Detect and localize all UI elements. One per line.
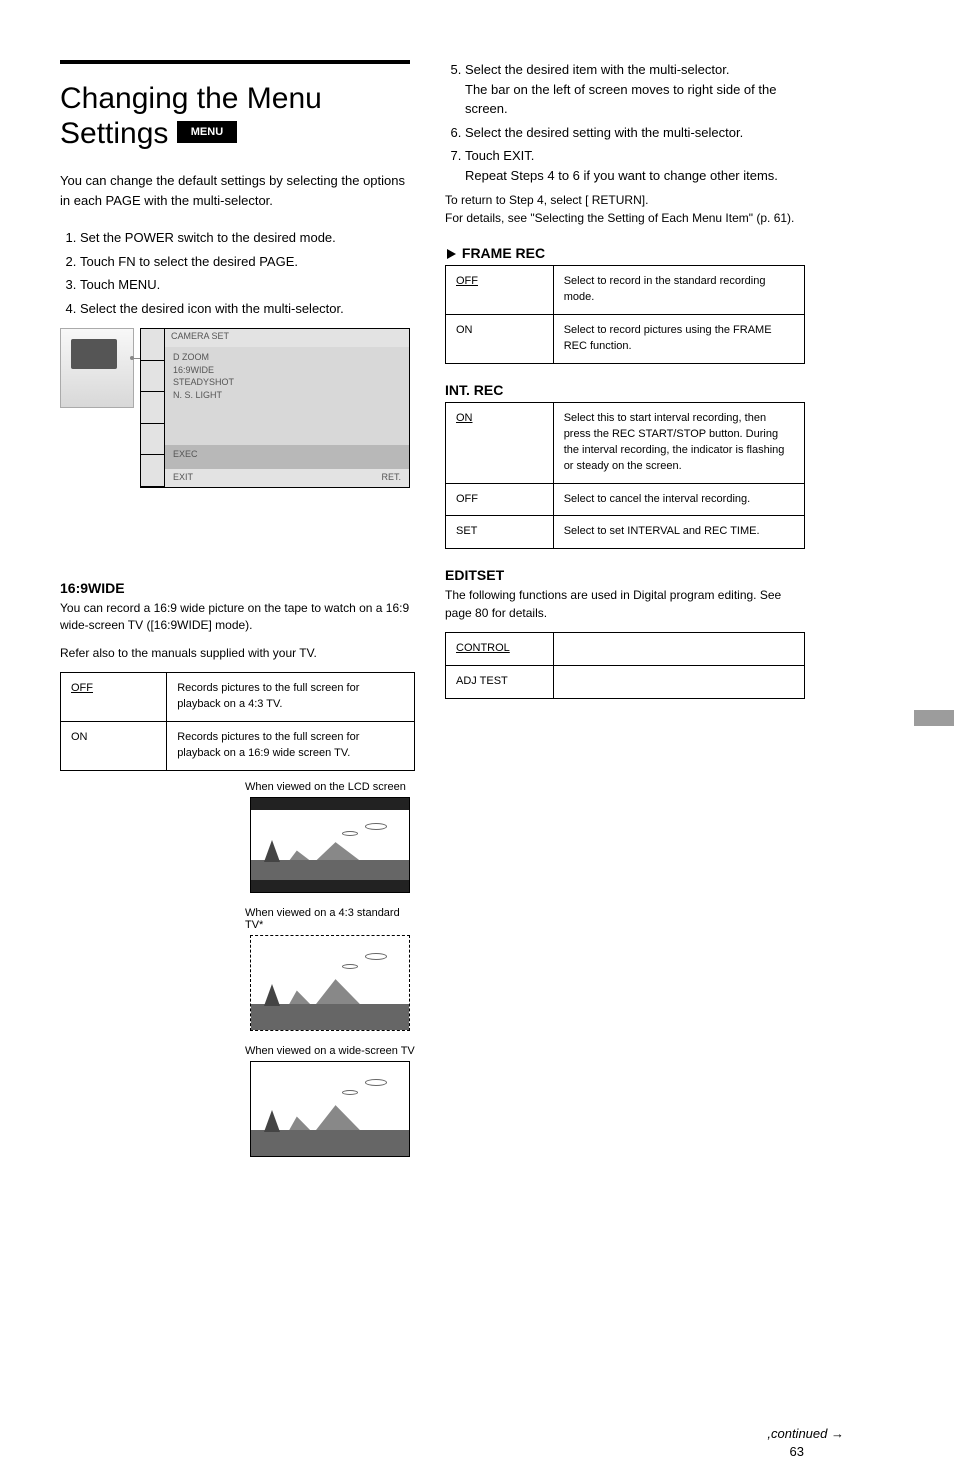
menu-item-1: 16:9WIDE bbox=[173, 364, 401, 377]
edit-set-heading: EDITSET bbox=[445, 567, 805, 583]
fr-row0-r: Select to record in the standard recordi… bbox=[553, 266, 804, 315]
frame-rec-table: OFF Select to record in the standard rec… bbox=[445, 265, 805, 364]
es-row1-r bbox=[553, 666, 804, 699]
continued-text: ,continued bbox=[767, 1426, 827, 1441]
setup-steps: Set the POWER switch to the desired mode… bbox=[60, 228, 410, 318]
step-3: Touch MENU. bbox=[80, 275, 410, 295]
sixteen-nine-heading: 16:9WIDE bbox=[60, 580, 415, 596]
int-rec-table: ON Select this to start interval recordi… bbox=[445, 402, 805, 550]
es-row1-l: ADJ TEST bbox=[446, 666, 554, 699]
fr-row0-l: OFF bbox=[456, 275, 478, 287]
169-row0-r: Records pictures to the full screen for … bbox=[167, 673, 415, 722]
169-row0-l: OFF bbox=[71, 682, 93, 694]
page-number: 63 bbox=[790, 1444, 804, 1459]
menu-label: MENU bbox=[177, 121, 237, 144]
frame-rec-heading: FRAME REC bbox=[445, 245, 805, 261]
ir-row0-r: Select this to start interval recording,… bbox=[553, 402, 804, 483]
edit-set-sub: The following functions are used in Digi… bbox=[445, 587, 805, 622]
tv-lcd-frame bbox=[250, 797, 410, 893]
menu-item-3: N. S. LIGHT bbox=[173, 389, 401, 402]
ir-row1-r: Select to cancel the interval recording. bbox=[553, 483, 804, 516]
menu-footer-left: EXIT bbox=[173, 472, 193, 482]
tv-wide-frame bbox=[250, 1061, 410, 1157]
edit-set-table: CONTROL ADJ TEST bbox=[445, 632, 805, 699]
step-6: Select the desired setting with the mult… bbox=[465, 123, 805, 143]
menu-item-2: STEADYSHOT bbox=[173, 376, 401, 389]
tv-cap-wide: When viewed on a wide-screen TV bbox=[245, 1045, 415, 1057]
arrow-right-icon: → bbox=[831, 1426, 844, 1441]
es-row0-l: CONTROL bbox=[456, 642, 510, 654]
frame-rec-heading-text: FRAME REC bbox=[462, 245, 545, 261]
step-5: Select the desired item with the multi-s… bbox=[465, 60, 805, 119]
fr-row1-l: ON bbox=[446, 314, 554, 363]
continued-label: ,continued → bbox=[767, 1426, 844, 1441]
menu-item-0: D ZOOM bbox=[173, 351, 401, 364]
details-note: For details, see "Selecting the Setting … bbox=[445, 211, 805, 225]
menu-screen: CAMERA SET D ZOOM 16:9WIDE STEADYSHOT N.… bbox=[140, 328, 410, 488]
step-4: Select the desired icon with the multi-s… bbox=[80, 299, 410, 319]
intro-text: You can change the default settings by s… bbox=[60, 171, 410, 210]
ir-row0-l: ON bbox=[456, 412, 473, 424]
step-2: Touch FN to select the desired PAGE. bbox=[80, 252, 410, 272]
step-7-text: Touch EXIT. bbox=[465, 148, 534, 163]
setup-steps-cont: Select the desired item with the multi-s… bbox=[445, 60, 805, 185]
return-note: To return to Step 4, select [ RETURN]. bbox=[445, 193, 805, 207]
169-row1-l: ON bbox=[61, 722, 167, 771]
ir-row1-l: OFF bbox=[446, 483, 554, 516]
ir-row2-r: Select to set INTERVAL and REC TIME. bbox=[553, 516, 804, 549]
tv-43-frame bbox=[250, 935, 410, 1031]
title-text-1: Changing the Menu bbox=[60, 82, 322, 115]
title-text-2: Settings bbox=[60, 117, 168, 150]
tv-cap-43: When viewed on a 4:3 standard TV* bbox=[245, 907, 415, 931]
sixteen-nine-sub2: Refer also to the manuals supplied with … bbox=[60, 645, 415, 662]
169-row1-r: Records pictures to the full screen for … bbox=[167, 722, 415, 771]
fr-row1-r: Select to record pictures using the FRAM… bbox=[553, 314, 804, 363]
sixteen-nine-sub: You can record a 16:9 wide picture on th… bbox=[60, 600, 415, 635]
step-7: Touch EXIT. Repeat Steps 4 to 6 if you w… bbox=[465, 146, 805, 185]
play-icon bbox=[447, 249, 456, 259]
step-1: Set the POWER switch to the desired mode… bbox=[80, 228, 410, 248]
step-5-text: Select the desired item with the multi-s… bbox=[465, 62, 729, 77]
int-rec-heading: INT. REC bbox=[445, 382, 805, 398]
menu-preview: CAMERA SET D ZOOM 16:9WIDE STEADYSHOT N.… bbox=[60, 328, 410, 488]
menu-screen-title: CAMERA SET bbox=[165, 329, 409, 347]
tv-cap-lcd: When viewed on the LCD screen bbox=[245, 781, 415, 793]
menu-footer-right: RET. bbox=[381, 472, 401, 482]
tv-diagram-set: When viewed on the LCD screen When viewe… bbox=[245, 781, 415, 1157]
camcorder-icon bbox=[60, 328, 134, 408]
ir-row2-l: SET bbox=[446, 516, 554, 549]
sixteen-nine-table: OFF Records pictures to the full screen … bbox=[60, 672, 415, 771]
title-rule bbox=[60, 60, 410, 64]
side-tab bbox=[914, 710, 954, 726]
step-5-note: The bar on the left of screen moves to r… bbox=[465, 82, 776, 117]
es-row0-r bbox=[553, 633, 804, 666]
menu-exec-label: EXEC bbox=[165, 445, 409, 469]
step-7-note: Repeat Steps 4 to 6 if you want to chang… bbox=[465, 168, 778, 183]
